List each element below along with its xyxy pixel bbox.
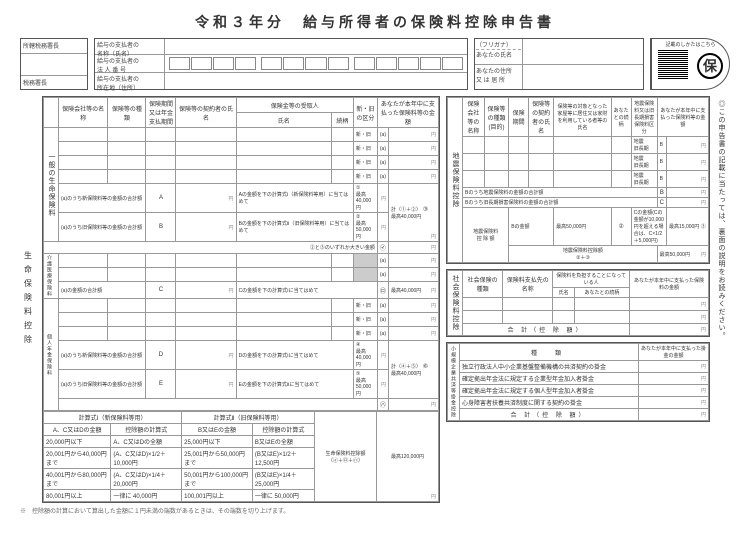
stamp-mark: 保 <box>697 53 723 79</box>
life-insurance-section: 保険会社等の名称 保険等の種類 保険期間又は年金支払期間 保険等の契約者の氏名 … <box>42 96 440 503</box>
qr-stamp-box: 記載のしかたはこちら 保 <box>650 38 730 90</box>
your-name-box: （フリガナ） あなたの氏名 あなたの住所 又 は 居 所 <box>474 38 644 90</box>
footnote: ※ 控除額の計算において算出した金額に１円未満の端数があるときは、その端数を切り… <box>20 506 730 515</box>
qr-icon <box>658 49 688 79</box>
tax-office-box: 所轄税務署長 税務署長 <box>20 38 88 90</box>
earthquake-section: 地震保険料控除 保険会社等の名称 保険等の種類(目的) 保険期間 保険等の契約者… <box>446 96 710 264</box>
mutual-section: 小規模企業共済等掛金控除 種 類 あなたが本年中に支払った掛金の金額 独立行政法… <box>446 342 710 422</box>
payer-box: 給与の支払者の 名称（氏名） 給与の支払者の 法 人 番 号 給与の支払者の 所… <box>94 38 468 90</box>
social-section: 社会保険料控除 社会保険の種類 保険料支払先の名称 保険料を負担することになって… <box>446 269 710 337</box>
page-title: 令和３年分 給与所得者の保険料控除申告書 <box>20 12 730 32</box>
side-note: ◎この申告書の記載に当たっては、裏面の説明をお読みください。 <box>716 96 730 503</box>
life-insurance-vertical-label: 生命保険料控除 <box>20 96 36 503</box>
life-header-table: 保険会社等の名称 保険等の種類 保険期間又は年金支払期間 保険等の契約者の氏名 … <box>43 97 439 411</box>
calc-table: 計算式Ⅰ（新保険料等用） 計算式Ⅱ（旧保険料等用） 生命保険料控除額 （㋑＋㋺＋… <box>43 411 439 502</box>
